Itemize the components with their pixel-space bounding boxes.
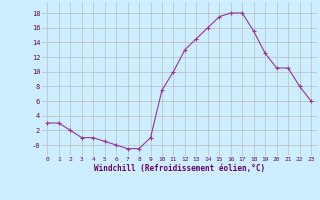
X-axis label: Windchill (Refroidissement éolien,°C): Windchill (Refroidissement éolien,°C) xyxy=(94,164,265,173)
